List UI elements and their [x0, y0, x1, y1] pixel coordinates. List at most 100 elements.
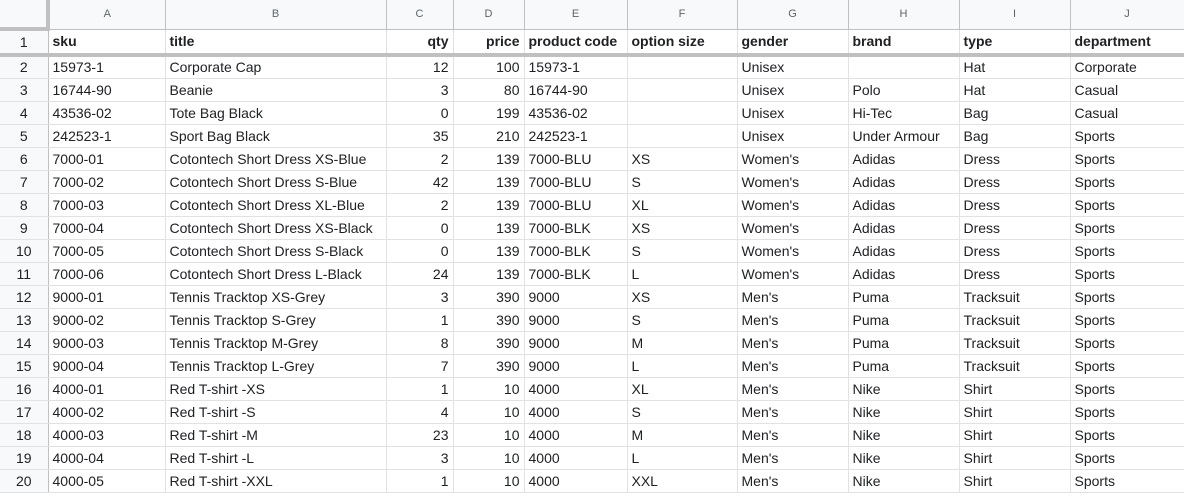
cell-type[interactable]: Shirt	[959, 469, 1071, 493]
cell-qty[interactable]: 3	[386, 285, 454, 309]
cell-qty[interactable]: 24	[386, 262, 454, 286]
cell-product-code[interactable]: 4000	[524, 423, 628, 447]
cell-price[interactable]: 10	[453, 446, 525, 470]
header-cell-gender[interactable]: gender	[737, 29, 849, 57]
cell-type[interactable]: Tracksuit	[959, 308, 1071, 332]
cell-qty[interactable]: 7	[386, 354, 454, 378]
cell-gender[interactable]: Women's	[737, 170, 849, 194]
cell-sku[interactable]: 4000-02	[48, 400, 166, 424]
cell-sku[interactable]: 4000-04	[48, 446, 166, 470]
cell-department[interactable]: Sports	[1070, 124, 1184, 148]
cell-product-code[interactable]: 4000	[524, 469, 628, 493]
cell-option-size[interactable]: M	[627, 423, 738, 447]
cell-title[interactable]: Tennis Tracktop XS-Grey	[165, 285, 387, 309]
cell-qty[interactable]: 1	[386, 469, 454, 493]
cell-option-size[interactable]	[627, 124, 738, 148]
row-number[interactable]: 4	[0, 101, 49, 125]
cell-title[interactable]: Cotontech Short Dress XS-Blue	[165, 147, 387, 171]
cell-sku[interactable]: 43536-02	[48, 101, 166, 125]
cell-title[interactable]: Red T-shirt -S	[165, 400, 387, 424]
cell-type[interactable]: Tracksuit	[959, 285, 1071, 309]
cell-product-code[interactable]: 7000-BLK	[524, 239, 628, 263]
cell-title[interactable]: Red T-shirt -M	[165, 423, 387, 447]
cell-brand[interactable]: Nike	[848, 400, 960, 424]
cell-sku[interactable]: 15973-1	[48, 55, 166, 79]
row-number[interactable]: 16	[0, 377, 49, 401]
cell-department[interactable]: Casual	[1070, 78, 1184, 102]
cell-sku[interactable]: 7000-01	[48, 147, 166, 171]
cell-price[interactable]: 10	[453, 423, 525, 447]
column-header-i[interactable]: I	[959, 0, 1071, 30]
cell-type[interactable]: Dress	[959, 262, 1071, 286]
cell-department[interactable]: Sports	[1070, 446, 1184, 470]
cell-qty[interactable]: 1	[386, 308, 454, 332]
cell-department[interactable]: Sports	[1070, 400, 1184, 424]
column-header-e[interactable]: E	[524, 0, 628, 30]
cell-brand[interactable]: Hi-Tec	[848, 101, 960, 125]
cell-gender[interactable]: Unisex	[737, 78, 849, 102]
cell-title[interactable]: Cotontech Short Dress XS-Black	[165, 216, 387, 240]
row-number[interactable]: 18	[0, 423, 49, 447]
cell-option-size[interactable]: S	[627, 170, 738, 194]
cell-price[interactable]: 139	[453, 262, 525, 286]
cell-price[interactable]: 139	[453, 216, 525, 240]
cell-price[interactable]: 10	[453, 469, 525, 493]
select-all-corner[interactable]	[0, 0, 50, 31]
cell-qty[interactable]: 0	[386, 239, 454, 263]
cell-brand[interactable]: Adidas	[848, 170, 960, 194]
cell-product-code[interactable]: 9000	[524, 331, 628, 355]
cell-type[interactable]: Dress	[959, 170, 1071, 194]
cell-product-code[interactable]: 7000-BLK	[524, 262, 628, 286]
cell-gender[interactable]: Women's	[737, 216, 849, 240]
cell-price[interactable]: 139	[453, 239, 525, 263]
cell-department[interactable]: Sports	[1070, 170, 1184, 194]
cell-department[interactable]: Sports	[1070, 469, 1184, 493]
cell-brand[interactable]: Adidas	[848, 193, 960, 217]
header-cell-title[interactable]: title	[165, 29, 387, 57]
cell-gender[interactable]: Men's	[737, 285, 849, 309]
cell-type[interactable]: Dress	[959, 147, 1071, 171]
header-cell-option-size[interactable]: option size	[627, 29, 738, 57]
cell-gender[interactable]: Men's	[737, 308, 849, 332]
column-header-a[interactable]: A	[48, 0, 166, 30]
cell-price[interactable]: 139	[453, 170, 525, 194]
cell-type[interactable]: Dress	[959, 193, 1071, 217]
cell-product-code[interactable]: 4000	[524, 400, 628, 424]
cell-product-code[interactable]: 7000-BLK	[524, 216, 628, 240]
cell-gender[interactable]: Men's	[737, 354, 849, 378]
cell-sku[interactable]: 16744-90	[48, 78, 166, 102]
cell-title[interactable]: Beanie	[165, 78, 387, 102]
column-header-h[interactable]: H	[848, 0, 960, 30]
cell-gender[interactable]: Women's	[737, 147, 849, 171]
column-header-j[interactable]: J	[1070, 0, 1184, 30]
cell-option-size[interactable]: XXL	[627, 469, 738, 493]
cell-option-size[interactable]: XL	[627, 377, 738, 401]
column-header-d[interactable]: D	[453, 0, 525, 30]
cell-title[interactable]: Tennis Tracktop L-Grey	[165, 354, 387, 378]
cell-type[interactable]: Tracksuit	[959, 331, 1071, 355]
cell-type[interactable]: Bag	[959, 124, 1071, 148]
cell-sku[interactable]: 242523-1	[48, 124, 166, 148]
cell-sku[interactable]: 7000-02	[48, 170, 166, 194]
cell-qty[interactable]: 2	[386, 147, 454, 171]
row-number[interactable]: 20	[0, 469, 49, 493]
cell-brand[interactable]: Nike	[848, 377, 960, 401]
cell-brand[interactable]: Adidas	[848, 262, 960, 286]
cell-gender[interactable]: Unisex	[737, 124, 849, 148]
column-header-c[interactable]: C	[386, 0, 454, 30]
row-number[interactable]: 1	[0, 29, 49, 57]
cell-sku[interactable]: 9000-02	[48, 308, 166, 332]
cell-brand[interactable]: Polo	[848, 78, 960, 102]
cell-title[interactable]: Cotontech Short Dress XL-Blue	[165, 193, 387, 217]
cell-gender[interactable]: Women's	[737, 262, 849, 286]
cell-price[interactable]: 10	[453, 400, 525, 424]
cell-price[interactable]: 390	[453, 308, 525, 332]
cell-price[interactable]: 199	[453, 101, 525, 125]
cell-brand[interactable]: Adidas	[848, 239, 960, 263]
cell-option-size[interactable]	[627, 55, 738, 79]
row-number[interactable]: 11	[0, 262, 49, 286]
cell-price[interactable]: 390	[453, 331, 525, 355]
cell-gender[interactable]: Men's	[737, 446, 849, 470]
cell-department[interactable]: Sports	[1070, 262, 1184, 286]
cell-title[interactable]: Cotontech Short Dress L-Black	[165, 262, 387, 286]
